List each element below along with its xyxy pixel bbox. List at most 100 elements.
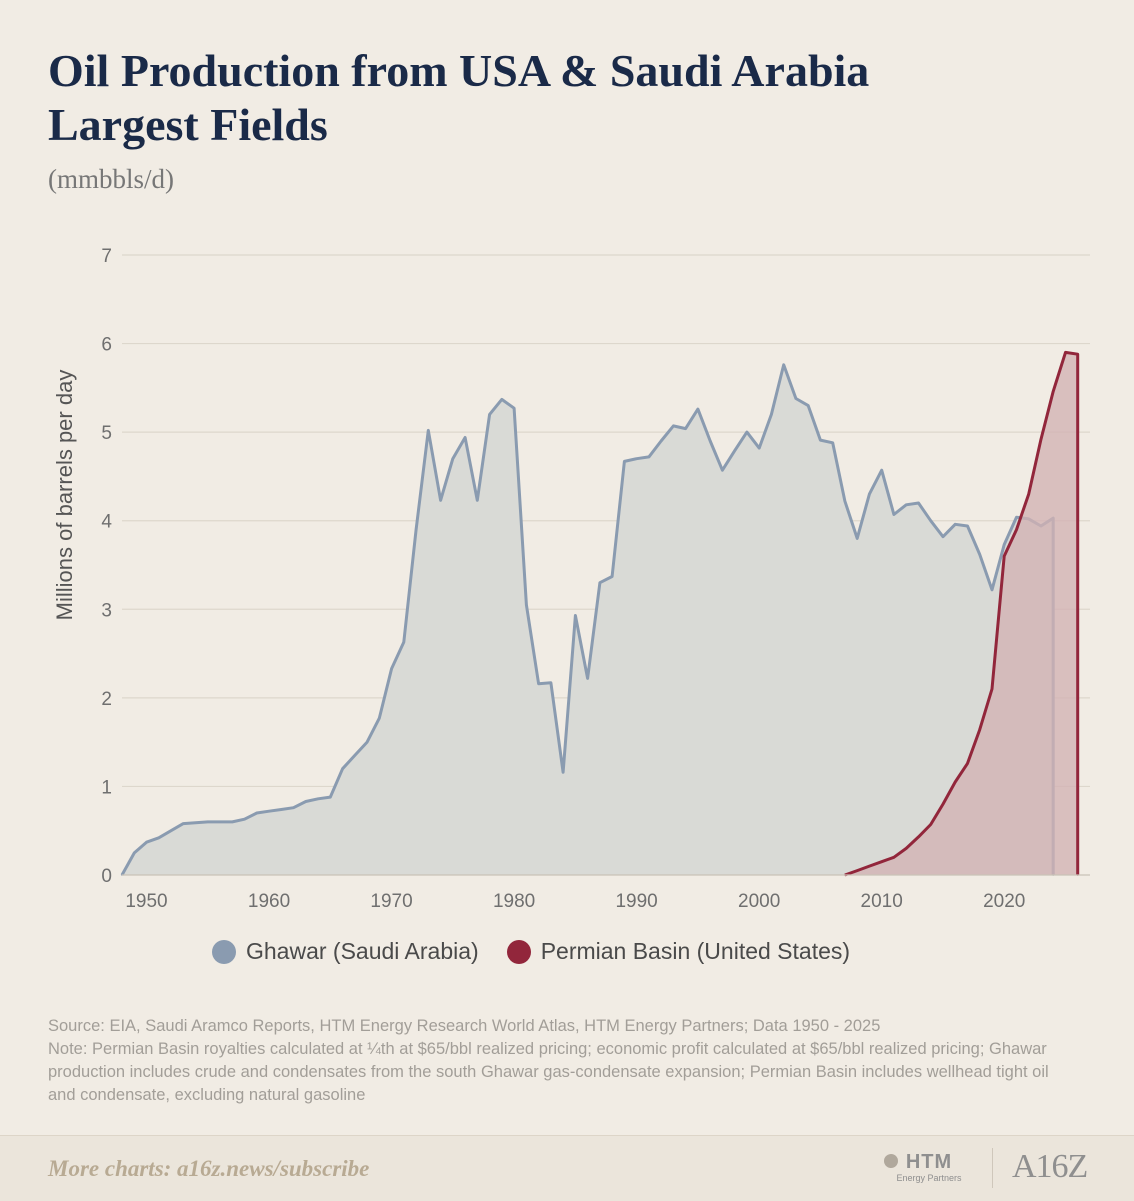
point-permian — [1027, 493, 1030, 495]
htm-logo-mark-icon — [884, 1154, 898, 1168]
point-ghawar — [501, 398, 503, 401]
point-permian — [917, 836, 920, 838]
footer: More charts: a16z.news/subscribe HTM Ene… — [0, 1135, 1134, 1201]
point-ghawar — [893, 513, 895, 516]
area-ghawar — [122, 364, 1054, 875]
area-permian — [844, 352, 1078, 875]
y-tick-label: 4 — [101, 512, 112, 533]
point-ghawar — [219, 821, 221, 823]
legend-label-permian: Permian Basin (United States) — [540, 938, 851, 964]
point-permian — [868, 865, 871, 867]
chart-title: Oil Production from USA & Saudi Arabia L… — [48, 44, 1088, 152]
point-ghawar — [733, 449, 736, 452]
y-tick-label: 7 — [101, 246, 112, 267]
point-ghawar — [268, 810, 270, 812]
point-permian — [954, 781, 956, 783]
point-ghawar — [562, 771, 564, 774]
point-permian — [966, 762, 969, 765]
point-ghawar — [292, 806, 295, 809]
point-ghawar — [819, 439, 822, 441]
point-ghawar — [758, 447, 760, 449]
subscribe-link[interactable]: More charts: a16z.news/subscribe — [48, 1156, 370, 1181]
point-ghawar — [599, 581, 601, 584]
point-permian — [929, 823, 932, 826]
point-ghawar — [574, 614, 577, 617]
point-ghawar — [158, 837, 160, 839]
chart-legend: Ghawar (Saudi Arabia) Permian Basin (Uni… — [212, 938, 850, 965]
point-permian — [1003, 555, 1005, 557]
x-tick-label: 1970 — [370, 891, 412, 912]
point-ghawar — [623, 460, 626, 463]
point-ghawar — [721, 469, 724, 471]
point-ghawar — [427, 429, 430, 432]
point-ghawar — [807, 404, 809, 407]
point-ghawar — [880, 469, 883, 471]
y-tick-label: 5 — [101, 423, 112, 444]
source-notes: Source: EIA, Saudi Aramco Reports, HTM E… — [48, 1015, 1058, 1107]
point-ghawar — [709, 440, 711, 442]
htm-logo-subtext: Energy Partners — [896, 1173, 962, 1183]
point-permian — [942, 803, 944, 805]
point-ghawar — [635, 457, 638, 460]
htm-logo-text: HTM — [905, 1151, 953, 1173]
a16z-logo: A16Z — [1012, 1148, 1088, 1185]
point-ghawar — [917, 502, 920, 504]
legend-item-permian: Permian Basin (United States) — [506, 938, 851, 965]
point-ghawar — [648, 456, 650, 458]
point-ghawar — [255, 812, 258, 814]
point-ghawar — [586, 677, 589, 680]
point-ghawar — [305, 800, 307, 803]
point-permian — [880, 860, 883, 863]
point-ghawar — [611, 575, 613, 578]
point-ghawar — [366, 741, 368, 743]
chart-subtitle: (mmbbls/d) — [48, 164, 174, 194]
chart-title-line-1: Oil Production from USA & Saudi Arabia — [48, 45, 870, 96]
chart-title-line-2: Largest Fields — [48, 99, 328, 150]
series-layer — [120, 350, 1080, 877]
point-ghawar — [476, 499, 479, 502]
point-permian — [991, 688, 993, 690]
point-ghawar — [537, 682, 540, 685]
x-tick-label: 1950 — [125, 891, 167, 912]
point-permian — [905, 847, 907, 850]
y-tick-label: 0 — [101, 866, 112, 887]
point-ghawar — [341, 767, 344, 770]
point-ghawar — [488, 413, 491, 416]
point-permian — [893, 856, 895, 859]
x-tick-label: 2020 — [983, 891, 1025, 912]
point-permian — [1015, 528, 1018, 531]
point-permian — [1040, 438, 1042, 440]
point-ghawar — [856, 537, 858, 540]
point-ghawar — [831, 442, 834, 444]
source-line: Source: EIA, Saudi Aramco Reports, HTM E… — [48, 1017, 881, 1035]
point-ghawar — [525, 604, 528, 606]
point-ghawar — [170, 829, 172, 832]
point-ghawar — [329, 796, 332, 798]
point-ghawar — [439, 499, 442, 502]
point-ghawar — [550, 682, 552, 684]
point-ghawar — [966, 525, 969, 527]
point-ghawar — [464, 436, 466, 439]
point-ghawar — [660, 440, 662, 442]
y-axis-label: Millions of barrels per day — [52, 370, 77, 621]
point-ghawar — [1003, 543, 1005, 546]
x-tick-label: 2010 — [861, 891, 903, 912]
point-ghawar — [194, 821, 197, 824]
point-ghawar — [844, 500, 846, 503]
footer-divider — [992, 1148, 993, 1188]
y-tick-label: 3 — [101, 600, 112, 621]
legend-item-ghawar: Ghawar (Saudi Arabia) — [212, 938, 479, 965]
point-permian — [856, 869, 858, 872]
point-ghawar — [929, 519, 932, 522]
point-ghawar — [991, 589, 993, 591]
point-ghawar — [684, 427, 687, 430]
point-ghawar — [782, 364, 785, 366]
point-ghawar — [133, 852, 136, 854]
point-ghawar — [403, 641, 405, 643]
point-ghawar — [746, 431, 748, 433]
point-ghawar — [243, 818, 246, 820]
axis-layer: 0 1 2 3 4 5 6 7 1950 1960 1970 1980 1990 2000 2010 2020 — [101, 246, 1090, 912]
point-ghawar — [770, 413, 773, 416]
point-ghawar — [513, 407, 515, 409]
point-ghawar — [868, 493, 871, 495]
